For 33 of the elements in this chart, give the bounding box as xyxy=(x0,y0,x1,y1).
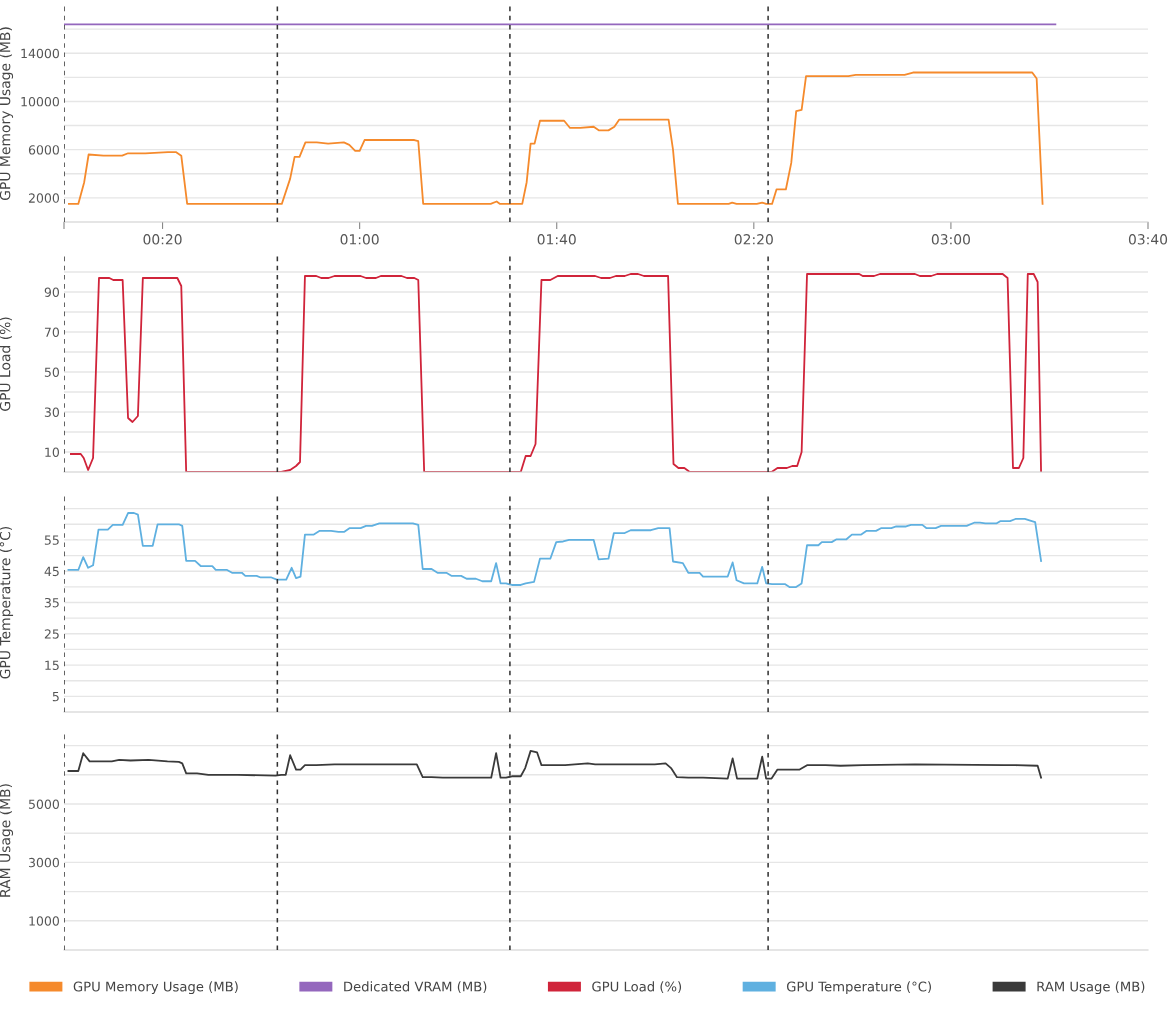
y-tick-label: 90 xyxy=(44,287,59,297)
x-tick-label: 01:00 xyxy=(340,234,379,245)
y-axis-title: GPU Memory Usage (MB) xyxy=(0,27,14,201)
y-tick-label: 10000 xyxy=(21,96,59,107)
x-tick-label: 00:20 xyxy=(143,234,182,245)
legend-label: GPU Load (%) xyxy=(592,981,682,994)
y-tick-label: 2000 xyxy=(28,193,59,203)
y-tick-label: 6000 xyxy=(28,145,59,155)
y-tick-label: 70 xyxy=(44,327,59,337)
y-tick-label: 55 xyxy=(44,535,59,545)
y-tick-label: 15 xyxy=(45,660,59,670)
x-tick-label: 03:00 xyxy=(931,234,970,245)
legend-label: RAM Usage (MB) xyxy=(1037,981,1145,995)
y-tick-label: 5000 xyxy=(28,799,59,809)
x-tick-label: 01:40 xyxy=(537,234,576,245)
y-tick-label: 1000 xyxy=(29,916,59,926)
y-tick-label: 5 xyxy=(52,691,59,702)
y-tick-label: 25 xyxy=(44,629,59,639)
y-tick-label: 14000 xyxy=(21,48,59,59)
legend-label: GPU Temperature (°C) xyxy=(786,981,931,995)
y-axis-title: GPU Temperature (°C) xyxy=(0,526,14,679)
legend-label: GPU Memory Usage (MB) xyxy=(73,981,238,995)
legend-label: Dedicated VRAM (MB) xyxy=(344,981,487,994)
y-tick-label: 10 xyxy=(45,447,59,457)
y-tick-label: 30 xyxy=(44,407,59,417)
y-tick-label: 50 xyxy=(44,367,59,377)
x-tick-label: 02:20 xyxy=(734,234,773,245)
y-axis-title: RAM Usage (MB) xyxy=(0,784,14,897)
y-axis-title: GPU Load (%) xyxy=(0,317,12,411)
y-tick-label: 3000 xyxy=(28,857,59,868)
x-tick-label: 03:40 xyxy=(1128,234,1168,245)
y-tick-label: 45 xyxy=(44,566,59,577)
y-tick-label: 35 xyxy=(44,597,59,608)
